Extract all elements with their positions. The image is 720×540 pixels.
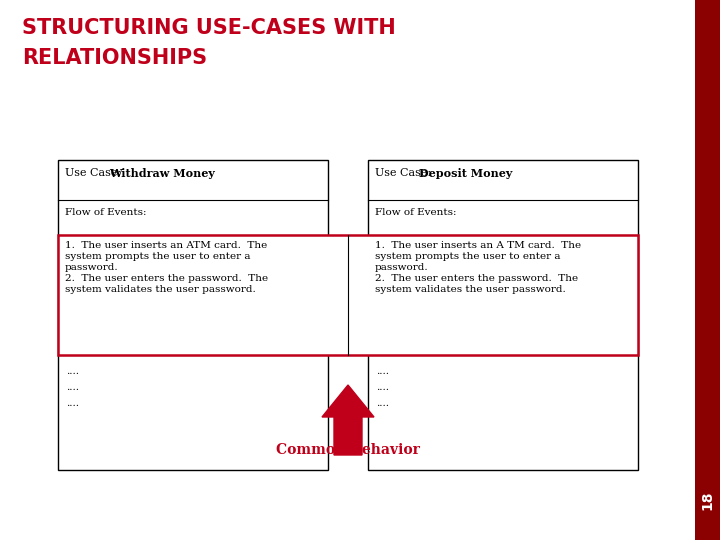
Text: ....: .... (66, 399, 79, 408)
Text: 18: 18 (700, 490, 714, 510)
Bar (368, 160, 638, 470)
Text: ....: .... (66, 367, 79, 376)
Polygon shape (322, 385, 374, 455)
Text: Flow of Events:: Flow of Events: (375, 208, 456, 217)
Text: 1.  The user inserts an ATM card.  The
system prompts the user to enter a
passwo: 1. The user inserts an ATM card. The sys… (65, 241, 268, 294)
Bar (58, 235, 638, 355)
Text: 1.  The user inserts an A TM card.  The
system prompts the user to enter a
passw: 1. The user inserts an A TM card. The sy… (375, 241, 581, 294)
Text: ....: .... (376, 367, 389, 376)
Text: Use Case:: Use Case: (65, 168, 125, 178)
Text: ....: .... (376, 383, 389, 392)
Text: ....: .... (66, 383, 79, 392)
Bar (58, 160, 328, 470)
Bar (695, 0, 720, 540)
Text: ....: .... (376, 399, 389, 408)
Text: Withdraw Money: Withdraw Money (109, 168, 215, 179)
Text: Deposit Money: Deposit Money (419, 168, 513, 179)
Text: Use Case:: Use Case: (375, 168, 435, 178)
Text: Flow of Events:: Flow of Events: (65, 208, 146, 217)
Text: Common Behavior: Common Behavior (276, 443, 420, 457)
Text: STRUCTURING USE-CASES WITH: STRUCTURING USE-CASES WITH (22, 18, 396, 38)
Text: RELATIONSHIPS: RELATIONSHIPS (22, 48, 207, 68)
